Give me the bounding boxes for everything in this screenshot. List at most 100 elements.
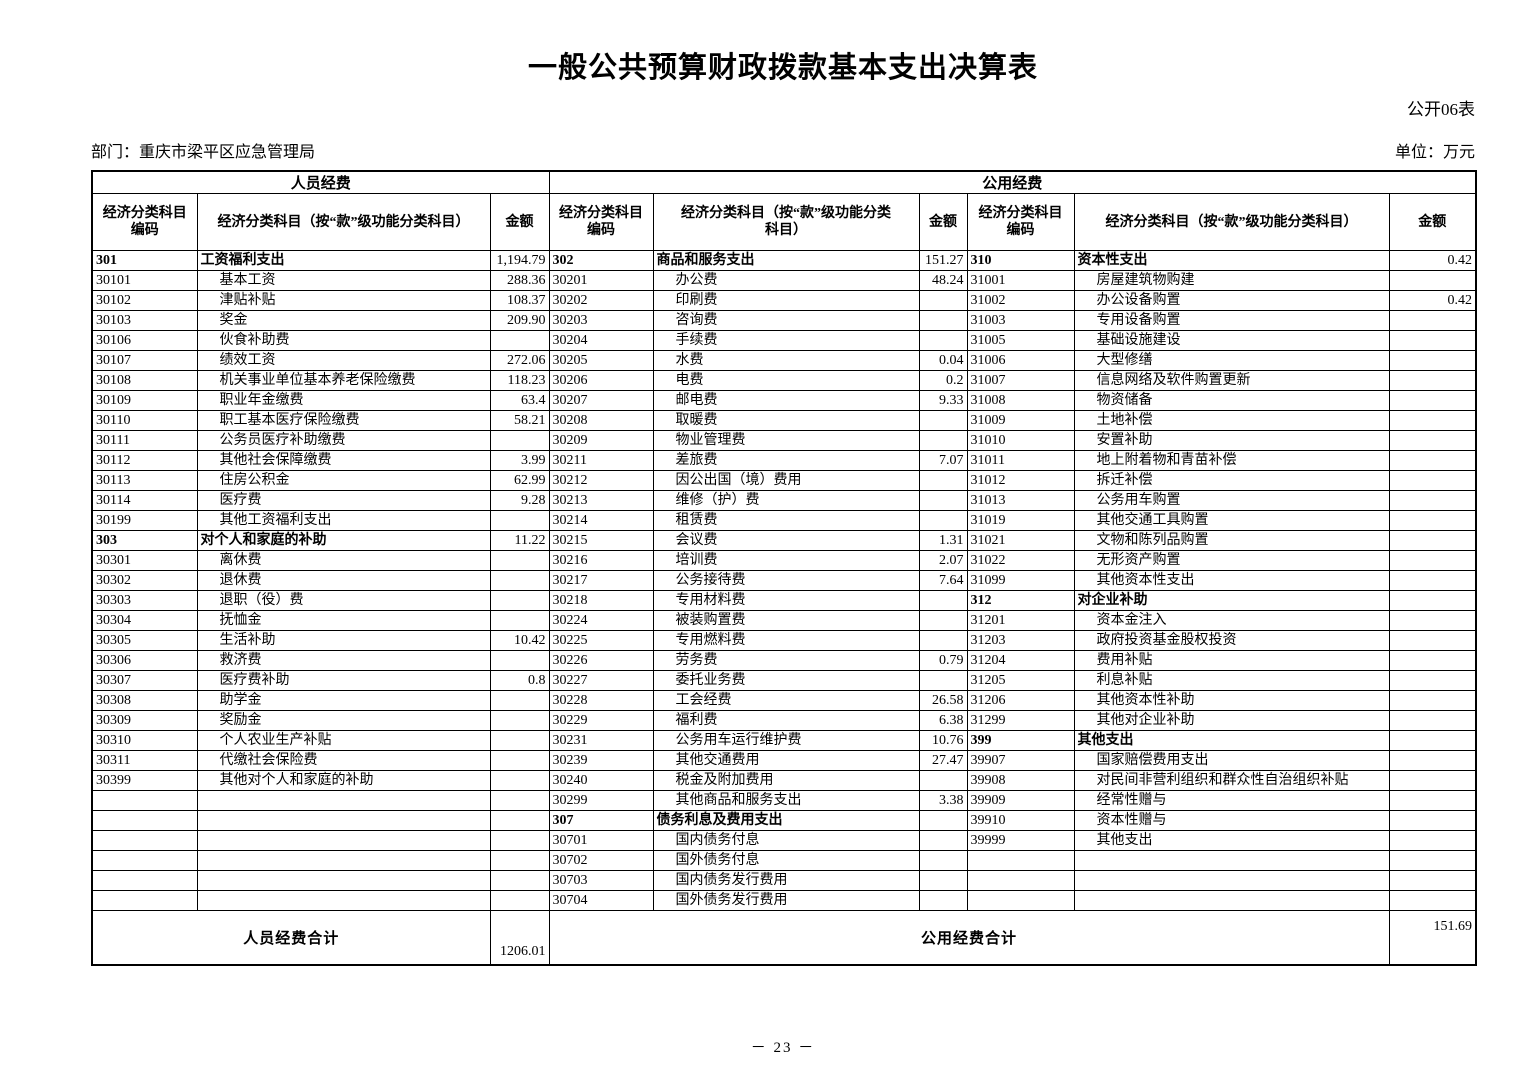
code-cell: 312	[966, 590, 1075, 611]
amount-cell	[1388, 330, 1477, 351]
amount-cell	[1388, 670, 1477, 691]
code-cell	[91, 890, 198, 911]
code-cell: 30103	[91, 310, 198, 331]
subject-cell: 专用材料费	[652, 590, 920, 611]
code-cell: 39909	[966, 790, 1075, 811]
subject-cell: 其他工资福利支出	[196, 510, 491, 531]
code-cell: 30308	[91, 690, 198, 711]
table-row: 30109 职业年金缴费 63.4 30207 邮电费 9.33 31008 物资储备	[91, 390, 1477, 411]
subject-cell: 水费	[652, 350, 920, 371]
subject-cell: 其他社会保障缴费	[196, 450, 491, 471]
meta-row: 部门：重庆市梁平区应急管理局 单位：万元	[91, 142, 1475, 163]
subject-cell: 奖金	[196, 310, 491, 331]
col-header-amount-public-1: 金额	[918, 193, 968, 251]
subject-cell: 代缴社会保险费	[196, 750, 491, 771]
subject-cell: 退休费	[196, 570, 491, 591]
subject-cell: 其他交通工具购置	[1073, 510, 1390, 531]
subject-cell: 物业管理费	[652, 430, 920, 451]
code-cell	[91, 850, 198, 871]
subject-cell: 政府投资基金股权投资	[1073, 630, 1390, 651]
code-cell: 31203	[966, 630, 1075, 651]
code-cell	[91, 790, 198, 811]
code-cell: 31009	[966, 410, 1075, 431]
table-row: 30106 伙食补助费 30204 手续费 31005 基础设施建设	[91, 330, 1477, 351]
code-cell: 30303	[91, 590, 198, 611]
code-cell	[91, 810, 198, 831]
code-cell: 30113	[91, 470, 198, 491]
code-cell	[966, 870, 1075, 891]
subject-cell: 抚恤金	[196, 610, 491, 631]
amount-cell	[1388, 630, 1477, 651]
subject-cell: 工资福利支出	[196, 250, 491, 271]
table-row: 30108 机关事业单位基本养老保险缴费 118.23 30206 电费 0.2 31007…	[91, 370, 1477, 391]
amount-cell	[1388, 410, 1477, 431]
subject-cell: 差旅费	[652, 450, 920, 471]
subject-cell: 基本工资	[196, 270, 491, 291]
code-cell: 31002	[966, 290, 1075, 311]
amount-cell: 27.47	[918, 750, 968, 771]
subject-cell: 咨询费	[652, 310, 920, 331]
code-cell: 31012	[966, 470, 1075, 491]
amount-cell	[918, 470, 968, 491]
code-cell	[91, 870, 198, 891]
code-cell: 30701	[548, 830, 654, 851]
subject-cell: 专用设备购置	[1073, 310, 1390, 331]
table-row: 30703 国内债务发行费用	[91, 870, 1477, 891]
amount-cell: 1.31	[918, 530, 968, 551]
amount-cell	[489, 850, 550, 871]
subject-cell: 其他支出	[1073, 830, 1390, 851]
code-cell: 31022	[966, 550, 1075, 571]
code-cell: 30218	[548, 590, 654, 611]
personnel-total-value: 1206.01	[489, 910, 550, 966]
subject-cell: 工会经费	[652, 690, 920, 711]
table-head: 人员经费 公用经费 经济分类科目 编码 经济分类科目（按“款”级功能分类科目） …	[91, 170, 1477, 251]
subject-cell: 机关事业单位基本养老保险缴费	[196, 370, 491, 391]
table-row: 30308 助学金 30228 工会经费 26.58 31206 其他资本性补助	[91, 690, 1477, 711]
code-cell: 30299	[548, 790, 654, 811]
code-cell: 30226	[548, 650, 654, 671]
col-header-amount-personnel: 金额	[489, 193, 550, 251]
subject-cell: 国内债务付息	[652, 830, 920, 851]
subject-cell: 其他交通费用	[652, 750, 920, 771]
subject-cell: 公务用车运行维护费	[652, 730, 920, 751]
subject-cell: 对个人和家庭的补助	[196, 530, 491, 551]
amount-cell: 3.38	[918, 790, 968, 811]
code-cell: 31205	[966, 670, 1075, 691]
code-cell: 31003	[966, 310, 1075, 331]
table-row: 30114 医疗费 9.28 30213 维修（护）费 31013 公务用车购置	[91, 490, 1477, 511]
code-cell: 30240	[548, 770, 654, 791]
amount-cell: 0.42	[1388, 250, 1477, 271]
code-cell: 39910	[966, 810, 1075, 831]
amount-cell	[489, 810, 550, 831]
code-cell: 30224	[548, 610, 654, 631]
code-cell: 31204	[966, 650, 1075, 671]
amount-cell	[918, 670, 968, 691]
subject-cell: 物资储备	[1073, 390, 1390, 411]
amount-cell: 0.04	[918, 350, 968, 371]
subject-cell: 救济费	[196, 650, 491, 671]
subject-cell: 邮电费	[652, 390, 920, 411]
code-cell: 30202	[548, 290, 654, 311]
subject-cell	[1073, 850, 1390, 871]
subject-cell: 文物和陈列品购置	[1073, 530, 1390, 551]
amount-cell	[1388, 510, 1477, 531]
amount-cell	[1388, 770, 1477, 791]
amount-cell	[489, 750, 550, 771]
amount-cell	[918, 490, 968, 511]
subject-cell	[196, 890, 491, 911]
subject-cell: 资本金注入	[1073, 610, 1390, 631]
code-cell: 30216	[548, 550, 654, 571]
code-cell: 303	[91, 530, 198, 551]
amount-cell	[1388, 650, 1477, 671]
subject-cell: 会议费	[652, 530, 920, 551]
amount-cell	[489, 510, 550, 531]
amount-cell	[918, 870, 968, 891]
amount-cell	[1388, 710, 1477, 731]
subject-cell: 地上附着物和青苗补偿	[1073, 450, 1390, 471]
amount-cell	[489, 550, 550, 571]
amount-cell	[918, 410, 968, 431]
code-cell: 301	[91, 250, 198, 271]
subject-cell: 其他对企业补助	[1073, 710, 1390, 731]
code-cell: 302	[548, 250, 654, 271]
code-cell: 30217	[548, 570, 654, 591]
